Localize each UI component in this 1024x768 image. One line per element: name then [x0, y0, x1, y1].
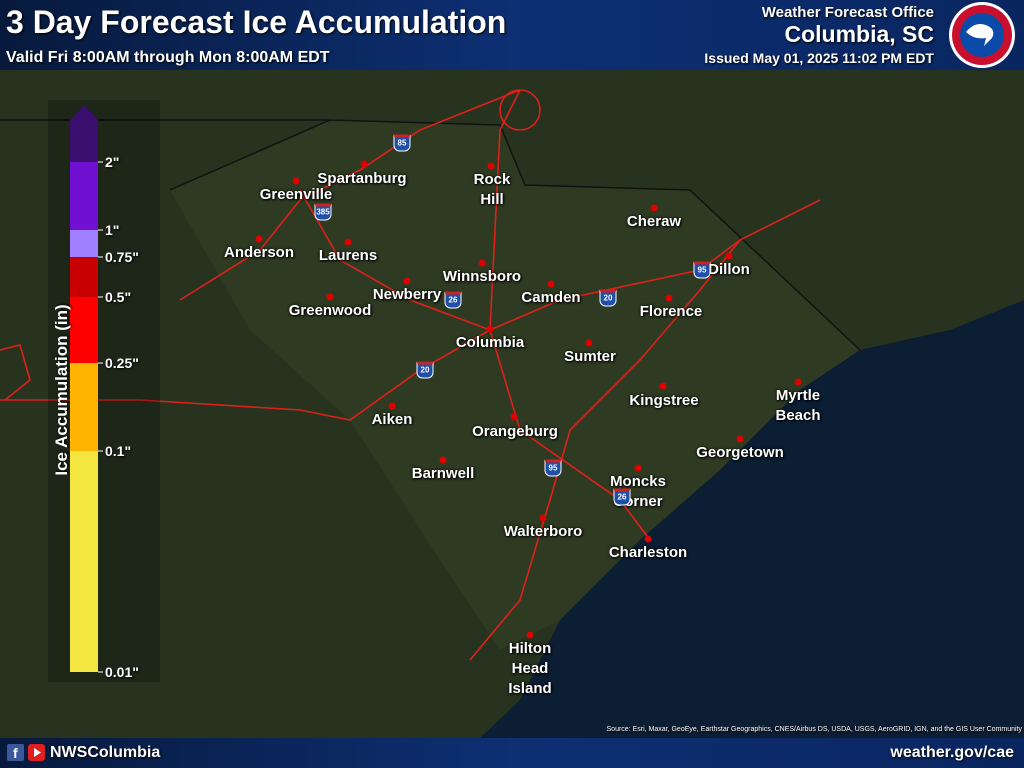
city-label: Georgetown — [696, 444, 784, 461]
ocean — [480, 300, 1024, 738]
city-label: Anderson — [223, 244, 295, 261]
city-label: Camden — [521, 289, 581, 306]
interstate-shield: 85 — [393, 134, 411, 152]
legend-band — [70, 105, 98, 162]
city-dot — [634, 464, 642, 472]
city-label: Sumter — [564, 348, 616, 365]
south-carolina — [170, 120, 860, 650]
city-dot — [526, 631, 534, 639]
legend-label: 0.1" — [105, 443, 132, 459]
legend-label: 0.75" — [105, 249, 139, 265]
interstate-shield: 95 — [544, 459, 562, 477]
city-label: Myrtle Beach — [775, 387, 821, 424]
legend-band — [70, 257, 98, 297]
legend-label: 0.5" — [105, 289, 132, 305]
city-dot — [794, 378, 802, 386]
website: weather.gov/cae — [890, 744, 1014, 761]
city-label: Greenwood — [288, 302, 372, 319]
interstate-shield: 26 — [444, 291, 462, 309]
social-icons — [7, 744, 45, 761]
title: 3 Day Forecast Ice Accumulation — [6, 4, 507, 40]
city-dot — [659, 382, 667, 390]
source: Source: Esri, Maxar, GeoEye, Earthstar G… — [606, 726, 1022, 733]
city-dots — [255, 160, 802, 639]
city-dot — [650, 204, 658, 212]
city-label: Barnwell — [411, 465, 475, 482]
location: Columbia, SC — [784, 21, 934, 47]
facebook-glyph: f — [13, 745, 18, 761]
city-dot — [585, 339, 593, 347]
legend-band — [70, 363, 98, 451]
city-label: Orangeburg — [472, 423, 558, 440]
city-label: Laurens — [318, 247, 378, 264]
interstate-shield: 20 — [416, 361, 434, 379]
subtitle: Valid Fri 8:00AM through Mon 8:00AM EDT — [6, 49, 330, 66]
city-dot — [478, 259, 486, 267]
city-dot — [547, 280, 555, 288]
legend-band — [70, 162, 98, 230]
social-handle: NWSColumbia — [50, 744, 161, 761]
city-dot — [344, 238, 352, 246]
city-label: Winnsboro — [442, 268, 522, 285]
office: Weather Forecast Office — [761, 4, 934, 21]
city-dot — [510, 413, 518, 421]
city-label: Newberry — [372, 286, 442, 303]
city-dot — [665, 294, 673, 302]
legend-band — [70, 297, 98, 363]
city-label: Spartanburg — [317, 170, 407, 187]
city-dot — [292, 177, 300, 185]
city-dot — [736, 435, 744, 443]
city-dot — [403, 277, 411, 285]
footer-bar — [0, 738, 1024, 768]
city-dot — [255, 235, 263, 243]
city-dot — [326, 293, 334, 301]
interstate-shield: 385 — [314, 203, 332, 221]
city-label: Walterboro — [503, 523, 583, 540]
city-label: Rock Hill — [473, 171, 511, 208]
legend-scale — [70, 105, 103, 673]
city-dot — [388, 402, 396, 410]
interstate-shield: 20 — [599, 289, 617, 307]
city-dot — [360, 160, 368, 168]
city-label: Hilton Head Island — [508, 640, 552, 697]
city-label: Kingstree — [629, 392, 699, 409]
issued: Issued May 01, 2025 11:02 PM EDT — [704, 50, 934, 66]
logo-cloud — [966, 24, 994, 46]
youtube-play — [34, 748, 41, 757]
city-label: Greenville — [259, 186, 333, 203]
city-label: Columbia — [455, 334, 525, 351]
city-dot — [439, 456, 447, 464]
city-label: Florence — [639, 303, 703, 320]
city-dot — [539, 514, 547, 522]
city-label: Aiken — [371, 411, 413, 428]
city-dot — [487, 162, 495, 170]
legend-label: 0.01" — [105, 664, 139, 680]
city-dot — [725, 252, 733, 260]
legend-background — [48, 100, 160, 682]
city-label: Dillon — [708, 261, 750, 278]
legend-title: Ice Accumulation (in) — [52, 304, 71, 476]
legend-label: 2" — [105, 154, 120, 170]
city-label: Charleston — [608, 544, 688, 561]
city-dot — [644, 535, 652, 543]
interstate-shield: 95 — [693, 261, 711, 279]
interstate-shield: 26 — [613, 488, 631, 506]
city-dot — [486, 325, 494, 333]
nws-logo — [949, 2, 1015, 68]
legend-label: 1" — [105, 222, 120, 238]
legend-band — [70, 451, 98, 672]
legend-band — [70, 230, 98, 257]
facebook-icon — [7, 744, 24, 761]
legend-label: 0.25" — [105, 355, 139, 371]
city-label: Cheraw — [626, 213, 682, 230]
header-bar — [0, 0, 1024, 70]
state-border — [0, 119, 861, 351]
